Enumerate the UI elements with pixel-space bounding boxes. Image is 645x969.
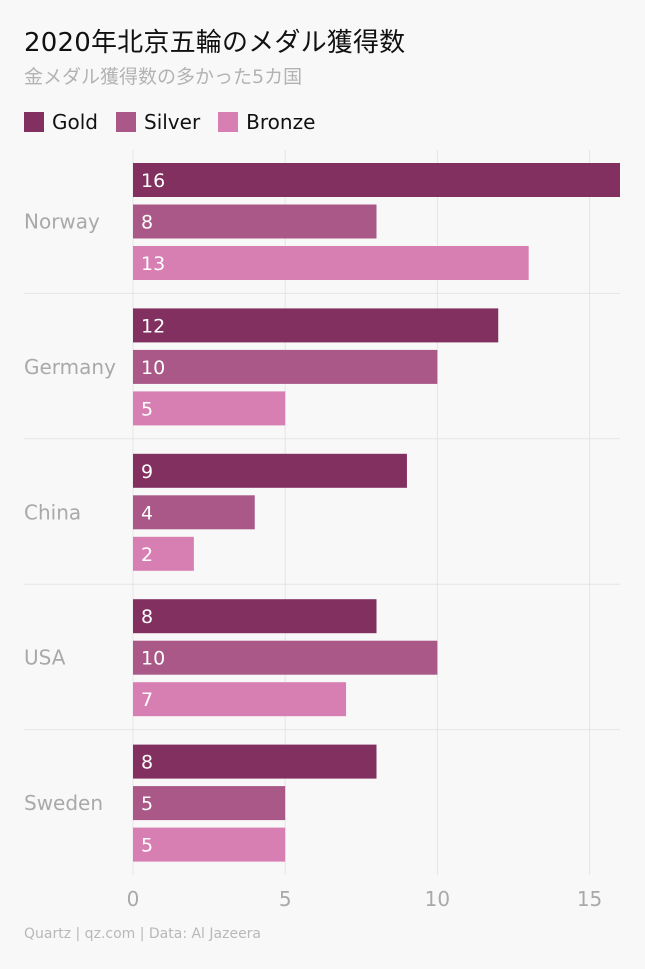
- bar-label-china-bronze: 2: [141, 544, 153, 566]
- category-label-norway: Norway: [24, 210, 100, 234]
- category-label-usa: USA: [24, 646, 66, 670]
- bar-label-china-gold: 9: [141, 461, 153, 483]
- bar-usa-silver: [133, 640, 438, 675]
- x-tick-label-5: 5: [279, 887, 292, 911]
- source-credit: Quartz | qz.com | Data: Al Jazeera: [24, 926, 262, 942]
- bar-norway-silver: [133, 204, 377, 239]
- bar-label-norway-gold: 16: [141, 170, 165, 192]
- bar-label-usa-gold: 8: [141, 606, 153, 628]
- bar-norway-bronze: [133, 246, 529, 280]
- legend-swatch-silver: [116, 112, 136, 132]
- bar-china-bronze: [133, 536, 194, 571]
- legend-swatch-bronze: [218, 112, 239, 132]
- legend-item-gold: Gold: [24, 110, 98, 134]
- bar-label-germany-bronze: 5: [141, 398, 153, 420]
- legend-swatch-gold: [24, 112, 44, 132]
- bar-germany-bronze: [133, 391, 286, 426]
- bar-china-silver: [133, 495, 255, 530]
- bar-label-sweden-bronze: 5: [141, 835, 153, 857]
- chart-title: 2020年北京五輪のメダル獲得数: [24, 28, 406, 58]
- bar-label-germany-silver: 10: [141, 357, 165, 379]
- legend-label-bronze: Bronze: [246, 110, 316, 134]
- bar-label-germany-gold: 12: [141, 315, 165, 337]
- category-label-germany: Germany: [24, 355, 116, 379]
- chart-subtitle: 金メダル獲得数の多かった5カ国: [24, 66, 303, 88]
- x-tick-label-10: 10: [425, 887, 450, 911]
- bar-sweden-bronze: [133, 827, 286, 862]
- bar-usa-gold: [133, 599, 377, 634]
- x-tick-label-0: 0: [127, 887, 140, 911]
- bar-sweden-silver: [133, 786, 286, 821]
- bar-label-china-silver: 4: [141, 502, 153, 524]
- bar-label-norway-silver: 8: [141, 212, 153, 234]
- bar-sweden-gold: [133, 744, 377, 779]
- bar-label-usa-bronze: 7: [141, 689, 153, 711]
- legend: Gold Silver Bronze: [24, 110, 315, 134]
- x-tick-label-15: 15: [577, 887, 602, 911]
- bar-label-usa-silver: 10: [141, 648, 165, 670]
- legend-label-gold: Gold: [52, 110, 98, 134]
- category-label-sweden: Sweden: [24, 791, 103, 815]
- legend-item-bronze: Bronze: [218, 110, 315, 134]
- bar-label-sweden-silver: 5: [141, 793, 153, 815]
- legend-label-silver: Silver: [144, 110, 201, 134]
- bar-china-gold: [133, 453, 407, 488]
- bar-label-sweden-gold: 8: [141, 752, 153, 774]
- legend-item-silver: Silver: [116, 110, 200, 134]
- bar-norway-gold: [133, 163, 620, 197]
- bar-germany-silver: [133, 349, 438, 384]
- bar-label-norway-bronze: 13: [141, 253, 165, 275]
- bar-usa-bronze: [133, 682, 347, 717]
- bar-germany-gold: [133, 308, 499, 343]
- category-label-china: China: [24, 500, 81, 524]
